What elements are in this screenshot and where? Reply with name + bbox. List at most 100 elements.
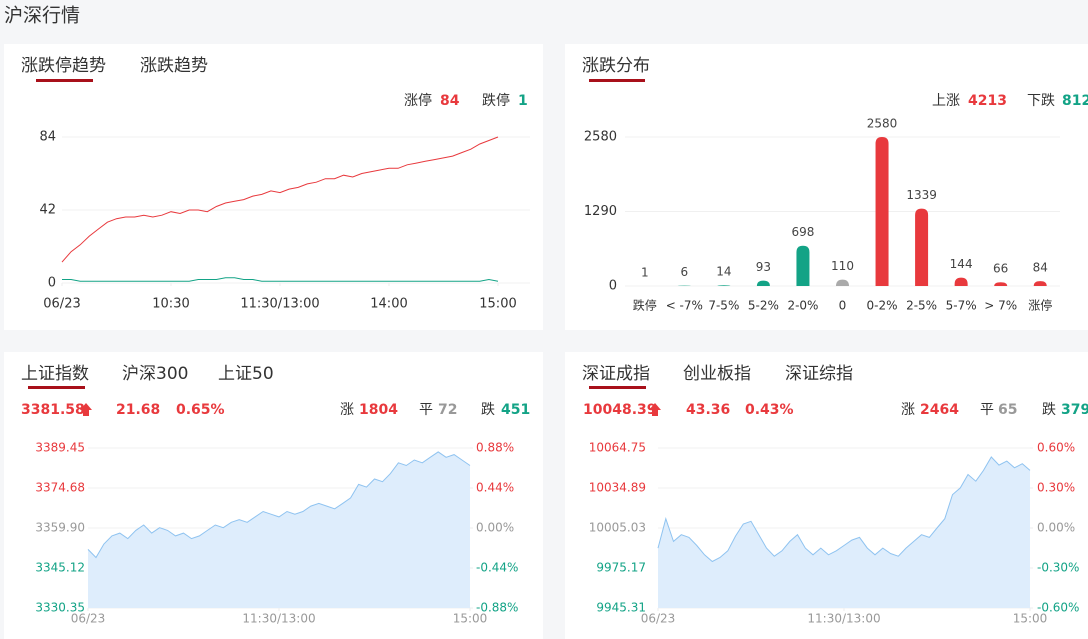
y2-tick-label: -0.44% xyxy=(476,561,518,575)
legend-label: 跌停 xyxy=(482,92,510,109)
y2-tick-label: -0.60% xyxy=(1037,601,1079,615)
panel xyxy=(4,44,543,330)
x-tick-label: 2-0% xyxy=(787,299,818,313)
tab[interactable]: 创业板指 xyxy=(683,364,751,384)
tab[interactable]: 涨跌分布 xyxy=(582,56,650,76)
y2-tick-label: 0.60% xyxy=(1037,441,1075,455)
breadth-label: 平 xyxy=(980,402,994,418)
x-tick-label: 11:30/13:00 xyxy=(240,297,319,312)
x-tick-label: 0-2% xyxy=(867,299,898,313)
tab[interactable]: 深证综指 xyxy=(785,364,853,384)
y-tick-label: 84 xyxy=(39,130,56,145)
y2-tick-label: 0.30% xyxy=(1037,481,1075,495)
legend-value: 84 xyxy=(440,93,460,109)
y-tick-label: 3345.12 xyxy=(35,561,85,575)
y-tick-label: 9975.17 xyxy=(596,561,646,575)
y2-tick-label: 0.44% xyxy=(476,481,514,495)
tab-underline xyxy=(589,79,645,82)
stat-value: 4213 xyxy=(968,93,1007,109)
line xyxy=(87,451,471,559)
breadth-label: 平 xyxy=(419,402,433,418)
y2-tick-label: -0.30% xyxy=(1037,561,1079,575)
index-change: 43.36 xyxy=(686,402,730,418)
bar xyxy=(796,245,810,286)
tab[interactable]: 深证成指 xyxy=(582,364,650,384)
value-label: 698 xyxy=(792,225,815,239)
x-tick-label: > 7% xyxy=(984,299,1017,313)
value-label: 93 xyxy=(756,260,771,274)
tab[interactable]: 涨跌趋势 xyxy=(140,56,208,76)
x-tick-label: 15:00 xyxy=(453,612,488,626)
y-tick-label: 10064.75 xyxy=(589,441,646,455)
y-tick-label: 2580 xyxy=(584,130,617,145)
breadth-label: 涨 xyxy=(340,402,354,418)
tab[interactable]: 上证指数 xyxy=(21,364,89,384)
x-tick-label: 06/23 xyxy=(43,297,80,312)
tab[interactable]: 涨跌停趋势 xyxy=(21,56,106,76)
value-label: 110 xyxy=(831,259,854,273)
y-tick-label: 3330.35 xyxy=(35,601,85,615)
breadth-label: 涨 xyxy=(901,402,915,418)
index-change-pct: 0.43% xyxy=(745,402,794,418)
x-tick-label: 11:30/13:00 xyxy=(807,612,880,626)
y-tick-label: 10034.89 xyxy=(589,481,646,495)
index-change: 21.68 xyxy=(116,402,160,418)
up-arrow xyxy=(80,403,92,416)
y2-tick-label: 0.00% xyxy=(476,521,514,535)
y2-tick-label: 0.88% xyxy=(476,441,514,455)
bar xyxy=(1033,281,1047,286)
x-tick-label: < -7% xyxy=(666,299,703,313)
value-label: 6 xyxy=(680,265,688,279)
breadth-label: 跌 xyxy=(481,402,495,418)
y-tick-label: 10005.03 xyxy=(589,521,646,535)
breadth-value: 2464 xyxy=(920,402,959,418)
tab[interactable]: 上证50 xyxy=(218,364,274,384)
line xyxy=(657,456,1031,563)
y-tick-label: 42 xyxy=(39,203,56,218)
x-tick-label: 2-5% xyxy=(906,299,937,313)
value-label: 1339 xyxy=(906,188,937,202)
y-tick-label: 3374.68 xyxy=(35,480,85,494)
x-tick-label: 15:00 xyxy=(479,297,516,312)
y-tick-label: 3389.45 xyxy=(35,441,85,455)
area xyxy=(88,451,470,608)
tab-underline xyxy=(28,386,85,389)
index-change-pct: 0.65% xyxy=(176,402,225,418)
value-label: 2580 xyxy=(867,117,898,131)
x-tick-label: 11:30/13:00 xyxy=(242,612,315,626)
x-tick-label: 涨停 xyxy=(1028,298,1052,313)
y-tick-label: 9945.31 xyxy=(596,601,646,615)
y2-tick-label: -0.88% xyxy=(476,601,518,615)
tab-underline xyxy=(36,79,93,82)
x-tick-label: 15:00 xyxy=(1013,612,1048,626)
up-arrow xyxy=(649,403,661,416)
bar xyxy=(756,280,770,286)
x-tick-label: 14:00 xyxy=(370,297,407,312)
breadth-value: 451 xyxy=(501,402,530,418)
page-title: 沪深行情 xyxy=(4,5,80,27)
line xyxy=(61,136,499,263)
bar xyxy=(875,137,889,286)
breadth-value: 65 xyxy=(998,402,1017,418)
value-label: 14 xyxy=(716,265,731,279)
tab-underline xyxy=(589,386,646,389)
x-tick-label: 跌停 xyxy=(633,298,657,313)
stat-value: 812 xyxy=(1062,93,1088,109)
bar xyxy=(954,277,968,286)
x-tick-label: 5-2% xyxy=(748,299,779,313)
y-tick-label: 3359.90 xyxy=(35,521,85,535)
y-tick-label: 0 xyxy=(48,276,56,291)
x-tick-label: 06/23 xyxy=(641,612,676,626)
y-tick-label: 0 xyxy=(609,279,617,294)
panel xyxy=(565,44,1088,330)
y-tick-label: 1290 xyxy=(584,204,617,219)
bar xyxy=(836,279,849,286)
value-label: 84 xyxy=(1033,261,1048,275)
legend-label: 涨停 xyxy=(404,92,432,109)
y2-tick-label: 0.00% xyxy=(1037,521,1075,535)
tab[interactable]: 沪深300 xyxy=(122,364,188,384)
bar xyxy=(717,285,731,286)
bar xyxy=(994,282,1008,286)
breadth-label: 跌 xyxy=(1042,402,1056,418)
